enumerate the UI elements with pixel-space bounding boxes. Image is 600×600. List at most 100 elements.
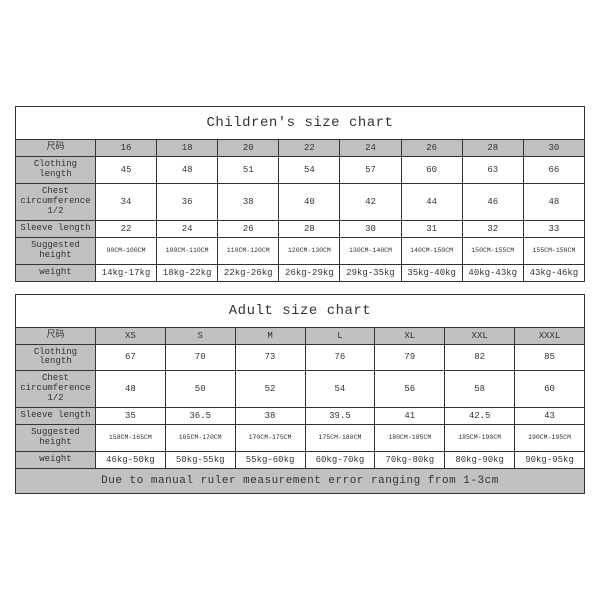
- adult-cell: 60: [515, 371, 585, 408]
- adult-cell: 76: [305, 344, 375, 371]
- adult-size-table: Adult size chart 尺码 XS S M L XL XXL XXXL…: [15, 294, 585, 494]
- children-row-label: Chest circumference 1/2: [16, 184, 96, 221]
- children-cell: 36: [157, 184, 218, 221]
- children-cell: 35kg-40kg: [401, 264, 462, 281]
- children-cell: 42: [340, 184, 401, 221]
- children-cell: 48: [157, 157, 218, 184]
- children-cell: 90CM-100CM: [95, 237, 156, 264]
- children-cell: 24: [157, 220, 218, 237]
- adult-cell: 52: [235, 371, 305, 408]
- children-cell: 38: [218, 184, 279, 221]
- adult-cell: 165CM-170CM: [165, 424, 235, 451]
- adult-row: Suggested height158CM-165CM165CM-170CM17…: [16, 424, 585, 451]
- children-cell: 44: [401, 184, 462, 221]
- children-row-label: Suggested height: [16, 237, 96, 264]
- adult-size-col: XXL: [445, 327, 515, 344]
- adult-row: Chest circumference 1/248505254565860: [16, 371, 585, 408]
- adult-size-col: XS: [95, 327, 165, 344]
- children-cell: 63: [462, 157, 523, 184]
- adult-header-row: 尺码 XS S M L XL XXL XXXL: [16, 327, 585, 344]
- children-size-col: 28: [462, 140, 523, 157]
- children-cell: 51: [218, 157, 279, 184]
- adult-cell: 73: [235, 344, 305, 371]
- children-row-label: Sleeve length: [16, 220, 96, 237]
- adult-cell: 39.5: [305, 407, 375, 424]
- children-row: Clothing length4548515457606366: [16, 157, 585, 184]
- adult-cell: 70kg-80kg: [375, 451, 445, 468]
- children-cell: 46: [462, 184, 523, 221]
- children-row: Sleeve length2224262830313233: [16, 220, 585, 237]
- children-cell: 18kg-22kg: [157, 264, 218, 281]
- adult-cell: 80kg-90kg: [445, 451, 515, 468]
- children-header-label: 尺码: [16, 140, 96, 157]
- adult-row-label: Clothing length: [16, 344, 96, 371]
- adult-cell: 79: [375, 344, 445, 371]
- adult-cell: 50: [165, 371, 235, 408]
- adult-row: weight46kg-50kg50kg-55kg55kg-60kg60kg-70…: [16, 451, 585, 468]
- children-cell: 40: [279, 184, 340, 221]
- children-size-col: 20: [218, 140, 279, 157]
- adult-cell: 38: [235, 407, 305, 424]
- children-size-table: Children's size chart 尺码 16 18 20 22 24 …: [15, 106, 585, 281]
- children-cell: 34: [95, 184, 156, 221]
- children-cell: 28: [279, 220, 340, 237]
- adult-cell: 67: [95, 344, 165, 371]
- children-cell: 22: [95, 220, 156, 237]
- adult-cell: 158CM-165CM: [95, 424, 165, 451]
- adult-cell: 46kg-50kg: [95, 451, 165, 468]
- children-cell: 26kg-29kg: [279, 264, 340, 281]
- children-cell: 14kg-17kg: [95, 264, 156, 281]
- children-cell: 155CM-158CM: [523, 237, 584, 264]
- adult-cell: 36.5: [165, 407, 235, 424]
- children-size-col: 30: [523, 140, 584, 157]
- adult-cell: 190CM-195CM: [515, 424, 585, 451]
- children-cell: 140CM-150CM: [401, 237, 462, 264]
- adult-size-col: S: [165, 327, 235, 344]
- adult-cell: 170CM-175CM: [235, 424, 305, 451]
- adult-cell: 48: [95, 371, 165, 408]
- adult-cell: 35: [95, 407, 165, 424]
- children-cell: 110CM-120CM: [218, 237, 279, 264]
- children-cell: 33: [523, 220, 584, 237]
- adult-row-label: weight: [16, 451, 96, 468]
- children-cell: 150CM-155CM: [462, 237, 523, 264]
- children-cell: 30: [340, 220, 401, 237]
- children-size-col: 24: [340, 140, 401, 157]
- adult-cell: 185CM-190CM: [445, 424, 515, 451]
- adult-cell: 70: [165, 344, 235, 371]
- adult-cell: 60kg-70kg: [305, 451, 375, 468]
- adult-row-label: Sleeve length: [16, 407, 96, 424]
- children-cell: 57: [340, 157, 401, 184]
- children-cell: 43kg-46kg: [523, 264, 584, 281]
- children-cell: 22kg-26kg: [218, 264, 279, 281]
- children-size-col: 16: [95, 140, 156, 157]
- children-cell: 32: [462, 220, 523, 237]
- children-cell: 54: [279, 157, 340, 184]
- children-size-col: 26: [401, 140, 462, 157]
- adult-cell: 58: [445, 371, 515, 408]
- children-cell: 130CM-140CM: [340, 237, 401, 264]
- adult-cell: 82: [445, 344, 515, 371]
- adult-size-col: L: [305, 327, 375, 344]
- measurement-note: Due to manual ruler measurement error ra…: [16, 468, 585, 493]
- adult-cell: 43: [515, 407, 585, 424]
- adult-cell: 180CM-185CM: [375, 424, 445, 451]
- children-cell: 31: [401, 220, 462, 237]
- adult-size-col: XXXL: [515, 327, 585, 344]
- adult-cell: 41: [375, 407, 445, 424]
- children-cell: 45: [95, 157, 156, 184]
- adult-size-col: M: [235, 327, 305, 344]
- adult-cell: 56: [375, 371, 445, 408]
- children-cell: 48: [523, 184, 584, 221]
- children-row-label: Clothing length: [16, 157, 96, 184]
- adult-cell: 50kg-55kg: [165, 451, 235, 468]
- children-title: Children's size chart: [16, 107, 585, 140]
- adult-cell: 175CM-180CM: [305, 424, 375, 451]
- children-row-label: weight: [16, 264, 96, 281]
- adult-header-label: 尺码: [16, 327, 96, 344]
- adult-cell: 55kg-60kg: [235, 451, 305, 468]
- adult-cell: 54: [305, 371, 375, 408]
- children-cell: 120CM-130CM: [279, 237, 340, 264]
- children-cell: 66: [523, 157, 584, 184]
- adult-row: Clothing length67707376798285: [16, 344, 585, 371]
